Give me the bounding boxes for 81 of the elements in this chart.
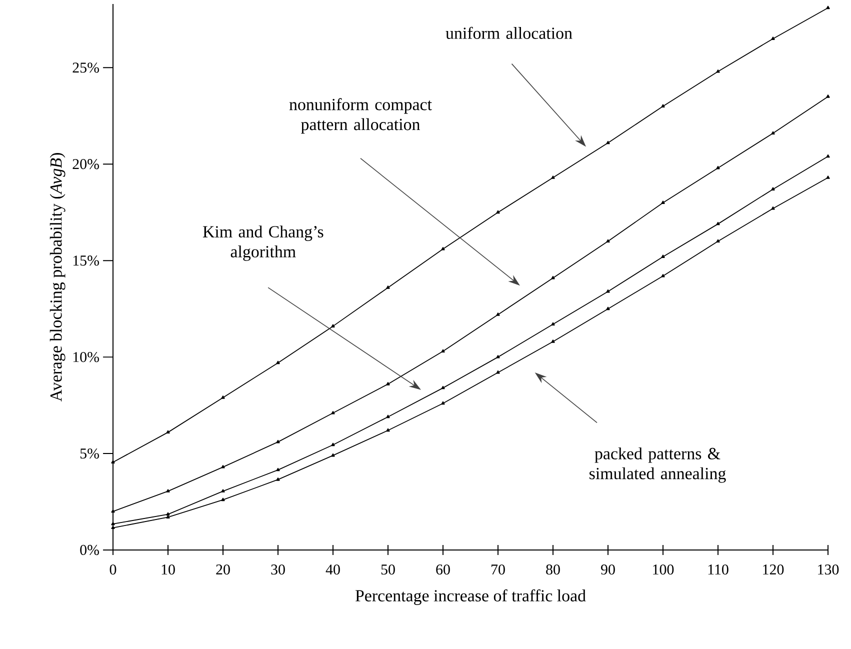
- point: [441, 246, 445, 250]
- annotation: nonuniform compact pattern allocation: [289, 98, 432, 134]
- x-tick-label: 30: [271, 564, 285, 575]
- annotation: uniform allocation: [446, 26, 572, 39]
- x-axis-title: Percentage increase of traffic load: [355, 589, 586, 605]
- point: [386, 286, 390, 289]
- point: [826, 154, 830, 158]
- x-tick-label: 60: [436, 564, 450, 575]
- point: [166, 512, 170, 516]
- point: [661, 274, 665, 278]
- point: [771, 131, 775, 135]
- point: [331, 324, 335, 328]
- point: [551, 340, 555, 343]
- point: [276, 468, 280, 472]
- point: [716, 239, 720, 243]
- point: [111, 526, 115, 530]
- point: [826, 176, 830, 179]
- point: [276, 360, 280, 364]
- point: [276, 440, 280, 444]
- point: [111, 522, 115, 526]
- y-tick-label: 15%: [73, 256, 100, 266]
- x-tick-label: 20: [216, 564, 230, 575]
- x-tick-label: 40: [326, 564, 340, 575]
- x-tick-label: 70: [492, 564, 505, 575]
- x-tick-label: 110: [708, 564, 728, 575]
- y-tick-label: 5%: [80, 448, 100, 459]
- y-tick-label: 10%: [73, 352, 100, 362]
- point: [661, 254, 665, 258]
- point: [716, 222, 720, 226]
- point: [386, 428, 390, 432]
- point: [606, 140, 610, 144]
- point: [386, 382, 390, 386]
- point: [111, 509, 115, 513]
- x-tick-label: 10: [162, 564, 175, 575]
- point: [221, 396, 225, 399]
- point: [441, 401, 445, 405]
- point: [441, 349, 445, 353]
- y-tick-label: 0%: [80, 544, 100, 556]
- point: [771, 187, 775, 190]
- point: [826, 6, 830, 10]
- point: [606, 239, 610, 243]
- point: [331, 442, 335, 446]
- point: [496, 355, 500, 358]
- x-tick-label: 130: [818, 564, 839, 575]
- point: [166, 489, 170, 492]
- point: [221, 464, 225, 468]
- point: [496, 370, 500, 374]
- point: [221, 498, 225, 502]
- point: [661, 200, 665, 204]
- point: [331, 410, 335, 414]
- point: [496, 312, 500, 316]
- point: [606, 306, 610, 310]
- point: [551, 322, 555, 326]
- point: [221, 489, 225, 492]
- point: [551, 276, 555, 280]
- point: [166, 430, 170, 434]
- point: [771, 36, 775, 40]
- point: [331, 453, 335, 457]
- point: [276, 478, 280, 481]
- point: [166, 515, 170, 518]
- x-tick-label: 120: [763, 564, 784, 575]
- point: [606, 289, 610, 293]
- annotation: Kim and Chang’s algorithm: [202, 226, 324, 261]
- point: [386, 414, 390, 418]
- point: [716, 69, 720, 73]
- point: [496, 210, 500, 214]
- y-tick-label: 25%: [72, 62, 100, 73]
- x-tick-label: 80: [546, 564, 560, 575]
- point: [441, 386, 445, 390]
- point: [771, 206, 775, 210]
- point: [661, 104, 665, 108]
- x-tick-label: 90: [601, 564, 615, 575]
- point: [716, 166, 720, 170]
- y-tick-label: 20%: [72, 159, 100, 170]
- point: [111, 460, 115, 464]
- point: [551, 176, 555, 179]
- x-tick-label: 0: [110, 564, 116, 575]
- point: [826, 94, 830, 98]
- annotation: packed patterns & simulated annealing: [590, 447, 726, 483]
- x-tick-label: 50: [381, 564, 395, 575]
- x-tick-label: 100: [653, 564, 674, 575]
